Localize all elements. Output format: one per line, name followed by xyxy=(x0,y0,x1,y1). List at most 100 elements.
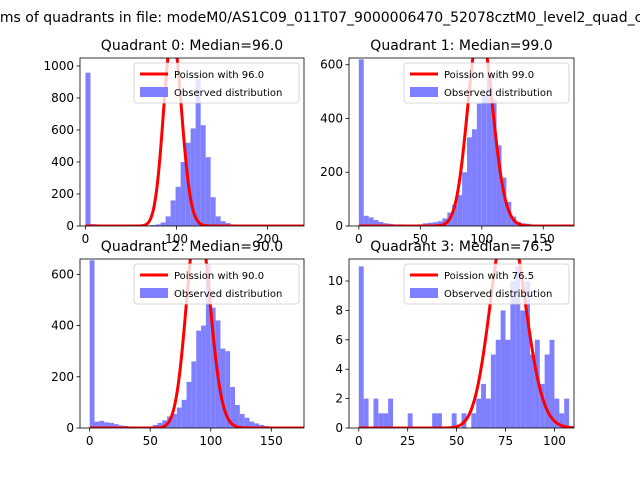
histogram-bar xyxy=(471,413,477,428)
y-tick-label: 400 xyxy=(51,155,74,169)
histogram-bar xyxy=(501,177,507,226)
y-tick-label: 200 xyxy=(51,370,74,384)
histogram-bar xyxy=(544,354,550,428)
histogram-bar xyxy=(186,381,192,428)
histogram-bar xyxy=(496,145,502,226)
histogram-bar xyxy=(427,222,433,226)
y-tick-label: 0 xyxy=(335,219,343,233)
poisson-fit-line xyxy=(84,58,304,226)
histogram-bar xyxy=(471,129,477,226)
histogram-bar xyxy=(559,413,565,428)
x-tick-label: 150 xyxy=(532,232,555,246)
histogram-bar xyxy=(486,75,492,226)
histogram-bar xyxy=(180,162,186,226)
histogram-bar xyxy=(157,422,163,428)
histogram-bar xyxy=(94,421,100,428)
histogram-bar xyxy=(155,224,161,226)
histogram-bar xyxy=(85,72,91,226)
histogram-bar xyxy=(210,197,216,226)
y-tick-label: 2 xyxy=(335,392,343,406)
panel-1: 0 50 100 150 0 200 400 600 Poission with 99.0 Obs… xyxy=(320,38,575,246)
y-tick-label: 0 xyxy=(66,219,74,233)
histogram-bar xyxy=(165,216,171,226)
axes-frame xyxy=(348,258,575,429)
x-tick-label: 0 xyxy=(355,434,363,448)
histogram-bar xyxy=(191,361,197,428)
histogram-bar xyxy=(467,137,472,226)
histogram-bar xyxy=(200,125,206,226)
panel-title: Quadrant 1: Median=99.0 xyxy=(370,38,552,54)
histogram-bar xyxy=(491,99,497,226)
x-tick-label: 200 xyxy=(256,232,279,246)
histogram-bar xyxy=(205,264,211,428)
x-tick-label: 150 xyxy=(260,434,283,448)
legend-box xyxy=(403,62,570,104)
histogram-bar xyxy=(529,354,535,428)
x-tick-label: 0 xyxy=(86,434,94,448)
histogram-bar xyxy=(230,387,235,428)
histogram-bar xyxy=(476,103,482,226)
histogram-bar xyxy=(225,351,231,428)
histogram-bar xyxy=(259,424,265,428)
y-tick-label: 800 xyxy=(51,91,74,105)
x-tick-label: 100 xyxy=(543,434,566,448)
legend-hist-label: Observed distribution xyxy=(444,88,552,99)
x-tick-label: 100 xyxy=(165,232,188,246)
poisson-fit-line xyxy=(358,259,574,428)
y-tick-label: 200 xyxy=(320,165,343,179)
y-tick-label: 1000 xyxy=(43,59,74,73)
legend-hist-swatch xyxy=(140,87,168,97)
histogram-bar xyxy=(89,260,95,428)
x-tick-label: 0 xyxy=(82,232,90,246)
histogram-bar xyxy=(505,339,511,428)
histogram-bar xyxy=(373,220,379,226)
panel-title: Quadrant 3: Median=76.5 xyxy=(370,239,552,255)
histogram-bar xyxy=(451,413,457,428)
histogram-bar xyxy=(407,413,413,428)
histogram-bar xyxy=(432,222,438,226)
x-tick-label: 100 xyxy=(470,232,493,246)
y-tick-label: 600 xyxy=(320,58,343,72)
histogram-bar xyxy=(201,325,206,428)
histogram-bar xyxy=(160,222,166,226)
histogram-bar xyxy=(520,310,526,428)
panel-title: Quadrant 2: Median=90.0 xyxy=(101,239,283,255)
histogram-bar xyxy=(99,420,105,428)
legend-box xyxy=(403,263,570,305)
x-tick-label: 0 xyxy=(355,232,363,246)
axes-frame xyxy=(79,57,305,227)
histogram-bar xyxy=(215,216,221,226)
y-tick-label: 10 xyxy=(328,274,343,288)
y-tick-label: 400 xyxy=(320,111,343,125)
y-tick-label: 0 xyxy=(66,421,74,435)
histogram-bar xyxy=(196,330,202,428)
histogram-bar xyxy=(113,424,119,428)
histogram-bar xyxy=(457,195,463,226)
figure-suptitle: Histograms of quadrants in file: modeM0/… xyxy=(0,10,640,26)
legend: Poission with 99.0 Observed distribution xyxy=(403,62,570,104)
histogram-bar xyxy=(554,398,560,428)
y-tick-label: 8 xyxy=(335,303,343,317)
histogram-bar xyxy=(515,266,521,428)
histogram-bar xyxy=(476,398,482,428)
histogram-bar xyxy=(388,398,394,428)
legend-box xyxy=(133,62,300,104)
y-tick-label: 0 xyxy=(335,421,343,435)
histogram-bar xyxy=(220,221,226,226)
histogram-bar xyxy=(378,413,384,428)
histogram-bar xyxy=(462,172,468,226)
histogram-bar xyxy=(170,200,176,226)
x-tick-label: 100 xyxy=(199,434,222,448)
panel-2: 0 50 100 150 0 200 400 600 Poission with 90.0 Obs… xyxy=(51,239,305,448)
histogram-bar xyxy=(239,413,245,428)
histogram-bar xyxy=(481,383,486,428)
histogram-bar xyxy=(363,215,369,226)
y-tick-label: 600 xyxy=(51,123,74,137)
legend: Poission with 76.5 Observed distribution xyxy=(403,263,570,305)
axes-frame xyxy=(79,258,305,429)
histogram-bar xyxy=(500,310,506,428)
histogram-bar xyxy=(210,307,216,428)
